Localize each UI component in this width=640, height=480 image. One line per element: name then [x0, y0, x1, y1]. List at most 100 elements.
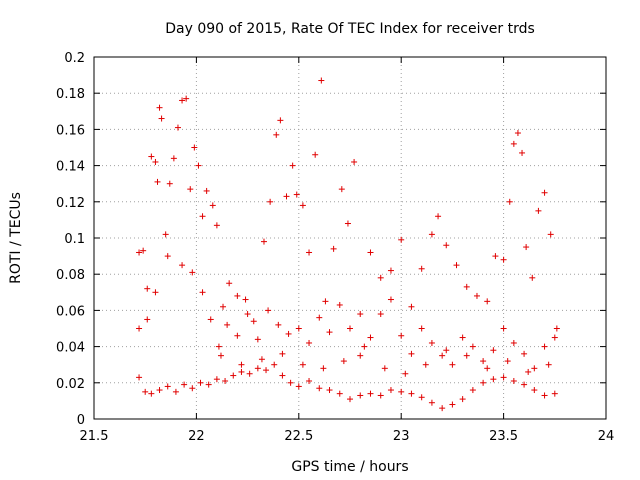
- data-point: [523, 244, 530, 251]
- data-point: [551, 390, 558, 397]
- data-point: [250, 318, 257, 325]
- data-point: [336, 301, 343, 308]
- data-point: [289, 162, 296, 169]
- data-point: [183, 95, 190, 102]
- data-point: [521, 381, 528, 388]
- data-point: [213, 376, 220, 383]
- data-point: [449, 401, 456, 408]
- data-point: [148, 390, 155, 397]
- data-point: [377, 274, 384, 281]
- x-tick-label: 23.5: [489, 429, 518, 444]
- data-point: [170, 155, 177, 162]
- data-point: [531, 387, 538, 394]
- x-tick-label: 24: [598, 429, 615, 444]
- data-point: [187, 186, 194, 193]
- data-point: [285, 330, 292, 337]
- data-point: [179, 97, 186, 104]
- data-point: [480, 379, 487, 386]
- data-point: [320, 365, 327, 372]
- data-point: [484, 298, 491, 305]
- data-point: [514, 130, 521, 137]
- data-point: [260, 238, 267, 245]
- data-point: [541, 189, 548, 196]
- y-tick-label: 0.1: [64, 232, 85, 247]
- data-point: [316, 385, 323, 392]
- data-point: [295, 383, 302, 390]
- y-tick-label: 0.14: [56, 160, 85, 175]
- data-point: [553, 325, 560, 332]
- data-point: [510, 140, 517, 147]
- chart-title: Day 090 of 2015, Rate Of TEC Index for r…: [165, 21, 535, 37]
- data-point: [525, 368, 532, 375]
- data-point: [209, 202, 216, 209]
- data-point: [181, 381, 188, 388]
- data-point: [418, 394, 425, 401]
- data-point: [510, 339, 517, 346]
- data-point: [267, 198, 274, 205]
- plot-frame: [93, 56, 607, 420]
- data-point: [234, 292, 241, 299]
- data-point: [351, 158, 358, 165]
- data-point: [338, 186, 345, 193]
- data-point: [164, 253, 171, 260]
- data-point: [275, 321, 282, 328]
- data-point: [541, 343, 548, 350]
- data-point: [195, 162, 202, 169]
- data-point: [387, 296, 394, 303]
- data-point: [459, 334, 466, 341]
- data-point: [344, 220, 351, 227]
- data-point: [224, 321, 231, 328]
- data-point: [277, 117, 284, 124]
- x-tick-label: 22.5: [284, 429, 313, 444]
- data-point: [367, 249, 374, 256]
- data-point: [191, 144, 198, 151]
- data-point: [213, 222, 220, 229]
- data-point: [435, 213, 442, 220]
- data-point: [271, 361, 278, 368]
- data-point: [265, 307, 272, 314]
- data-point: [217, 352, 224, 359]
- y-tick-label: 0.12: [56, 196, 85, 211]
- y-tick-label: 0.08: [56, 268, 85, 283]
- data-point: [164, 383, 171, 390]
- x-tick-label: 21.5: [80, 429, 109, 444]
- y-tick-label: 0.04: [56, 341, 85, 356]
- data-point: [418, 265, 425, 272]
- x-ticks: 21.5 22 22.5 23 23.5 24: [80, 57, 615, 444]
- data-point: [336, 390, 343, 397]
- data-point: [541, 392, 548, 399]
- data-point: [428, 231, 435, 238]
- data-point: [408, 350, 415, 357]
- data-point: [402, 370, 409, 377]
- grid-lines: [94, 57, 606, 419]
- data-point: [500, 325, 507, 332]
- data-point: [189, 385, 196, 392]
- data-point: [367, 334, 374, 341]
- data-point: [367, 390, 374, 397]
- data-point: [398, 332, 405, 339]
- data-point: [439, 405, 446, 412]
- data-point: [398, 388, 405, 395]
- data-point: [203, 187, 210, 194]
- data-point: [473, 292, 480, 299]
- data-point: [492, 253, 499, 260]
- data-point: [306, 339, 313, 346]
- y-tick-label: 0.06: [56, 304, 85, 319]
- data-point: [299, 361, 306, 368]
- data-point: [463, 352, 470, 359]
- x-axis-label: GPS time / hours: [291, 459, 408, 475]
- data-point: [299, 202, 306, 209]
- data-point: [234, 332, 241, 339]
- data-point: [377, 392, 384, 399]
- data-point: [453, 262, 460, 269]
- x-tick-label: 23: [393, 429, 410, 444]
- data-point: [449, 361, 456, 368]
- data-point: [347, 396, 353, 403]
- data-point: [504, 358, 511, 365]
- data-point: [220, 303, 227, 310]
- data-point: [490, 376, 497, 383]
- data-point: [254, 365, 261, 372]
- data-point: [510, 377, 517, 384]
- data-point: [408, 390, 415, 397]
- data-point: [529, 274, 536, 281]
